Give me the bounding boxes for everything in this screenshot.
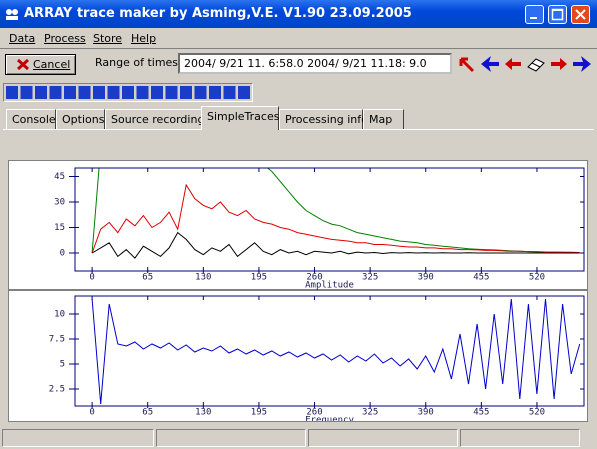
trace-line — [91, 298, 581, 405]
progress-block — [151, 86, 163, 99]
maximize-button[interactable] — [548, 5, 567, 24]
tool-button[interactable] — [479, 54, 501, 75]
status-panel — [460, 429, 580, 447]
x-tick-label: 195 — [251, 408, 267, 418]
progress-block — [6, 86, 18, 99]
menu-label[interactable]: Store — [93, 32, 123, 45]
progress-block — [20, 86, 33, 99]
tab[interactable]: Console — [6, 109, 56, 129]
menu-item[interactable]: Data — [9, 32, 35, 45]
y-tick-label: 5 — [60, 360, 65, 370]
y-tick-label: 15 — [54, 223, 65, 233]
x-tick-label: 130 — [195, 408, 211, 418]
status-panel — [156, 429, 306, 447]
y-tick-label: 2.5 — [49, 385, 65, 395]
plot-frame — [74, 167, 585, 272]
trace-line — [91, 168, 580, 254]
progress-bar — [3, 83, 253, 102]
progress-block — [78, 86, 91, 99]
progress-block — [165, 86, 178, 99]
title-bar: ARRAY trace maker by Asming,V.E. V1.90 2… — [0, 0, 597, 28]
tab-selected[interactable]: SimpleTraces — [201, 106, 279, 130]
progress-block — [93, 86, 105, 99]
window-title: ARRAY trace maker by Asming,V.E. V1.90 2… — [24, 6, 412, 21]
x-tick-label: 455 — [473, 273, 489, 283]
app-icon — [6, 9, 18, 20]
progress-block — [180, 86, 192, 99]
tool-button[interactable] — [502, 54, 524, 75]
minimize-button[interactable] — [525, 5, 544, 24]
x-tick-label: 0 — [89, 273, 94, 283]
tab[interactable]: Processing info — [279, 109, 368, 129]
menu-item[interactable]: Help — [131, 32, 156, 45]
x-tick-label: 65 — [142, 273, 153, 283]
tab[interactable]: Source recordings — [105, 109, 210, 129]
progress-block — [64, 86, 76, 99]
tool-button[interactable] — [456, 54, 478, 75]
progress-block — [35, 86, 47, 99]
status-panel — [308, 429, 458, 447]
x-tick-label: 325 — [362, 273, 378, 283]
tool-button[interactable] — [525, 54, 547, 75]
trace-line — [91, 183, 580, 254]
x-tick-label: 325 — [362, 408, 378, 418]
x-tick-label: 130 — [195, 273, 211, 283]
tool-button[interactable] — [548, 54, 570, 75]
tab[interactable]: Map — [363, 109, 404, 129]
tool-button[interactable] — [571, 54, 593, 75]
progress-block — [49, 86, 62, 99]
cancel-label[interactable]: Cancel — [33, 58, 71, 71]
y-tick-label: 45 — [54, 172, 65, 182]
menu-item[interactable]: Store — [93, 32, 122, 45]
menu-label[interactable]: Data — [9, 32, 36, 45]
trace-line — [91, 231, 580, 259]
x-tick-label: 260 — [306, 273, 322, 283]
x-tick-label: 195 — [251, 273, 267, 283]
y-tick-label: 10 — [54, 310, 65, 320]
menu-label[interactable]: Help — [131, 32, 157, 45]
progress-block — [223, 86, 236, 99]
progress-block — [194, 86, 207, 99]
x-tick-label: 390 — [418, 273, 434, 283]
plot-frame — [74, 295, 585, 407]
progress-block — [122, 86, 134, 99]
y-tick-label: 30 — [54, 197, 65, 207]
cancel-icon — [16, 58, 30, 71]
progress-block — [136, 86, 149, 99]
close-button[interactable] — [571, 5, 590, 24]
range-label: Range of times= — [95, 56, 188, 69]
tab-line — [3, 129, 594, 130]
cancel-button[interactable] — [5, 54, 76, 75]
menu-item[interactable]: Process — [44, 32, 86, 45]
y-tick-label: 7.5 — [49, 335, 65, 345]
charts: 0 15 30 45 0 65 130 195 260 325 390 455 520 Amplitude… — [9, 167, 587, 426]
progress-block — [107, 86, 120, 99]
x-axis-label: Frequency — [305, 416, 354, 422]
x-tick-label: 455 — [473, 408, 489, 418]
x-tick-label: 0 — [89, 408, 94, 418]
x-tick-label: 260 — [306, 408, 322, 418]
status-panel — [2, 429, 154, 447]
y-tick-label: 0 — [60, 248, 65, 258]
range-input[interactable]: 2004/ 9/21 11. 6:58.0 2004/ 9/21 11.18: … — [178, 53, 452, 74]
separator — [0, 48, 597, 49]
x-tick-label: 65 — [142, 408, 153, 418]
tab[interactable]: Options — [56, 109, 105, 129]
x-tick-label: 520 — [529, 408, 545, 418]
progress-blocks — [6, 86, 250, 99]
progress-block — [238, 86, 250, 99]
x-tick-label: 390 — [418, 408, 434, 418]
x-axis-label: Amplitude — [305, 281, 354, 291]
progress-block — [209, 86, 221, 99]
menu-label[interactable]: Process — [44, 32, 86, 45]
x-tick-label: 520 — [529, 273, 545, 283]
chart-area: 0 15 30 45 0 65 130 195 260 325 390 455 520 Amplitude… — [8, 160, 588, 426]
